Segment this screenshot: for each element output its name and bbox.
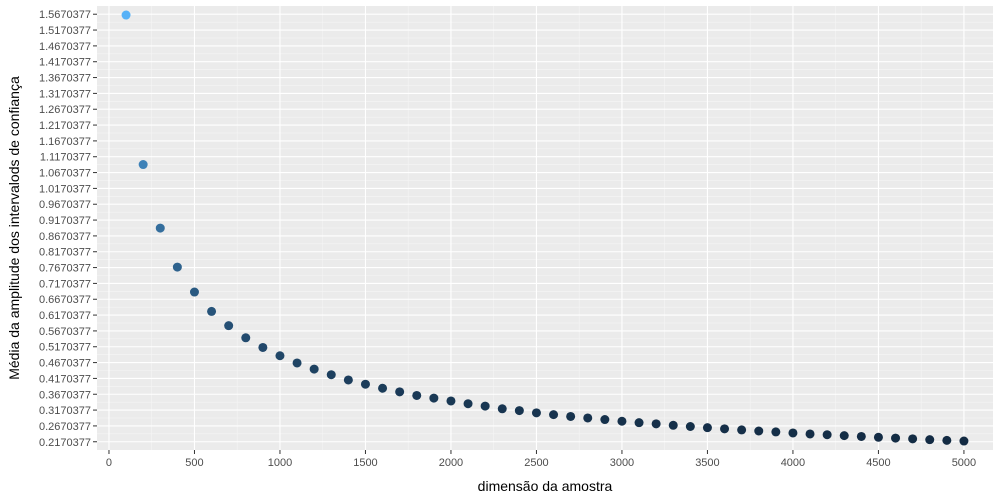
y-tick-label: 1.4170377 bbox=[39, 57, 91, 69]
data-point bbox=[189, 287, 199, 297]
data-point bbox=[343, 375, 353, 385]
x-tick-label: 3000 bbox=[610, 457, 634, 469]
data-point bbox=[360, 379, 370, 389]
y-tick-label: 0.6670377 bbox=[39, 294, 91, 306]
x-tick-label: 3500 bbox=[695, 457, 719, 469]
data-point bbox=[531, 408, 541, 418]
data-point bbox=[771, 427, 781, 437]
x-tick-label: 500 bbox=[185, 457, 203, 469]
x-tick-label: 2000 bbox=[439, 457, 463, 469]
data-point bbox=[497, 404, 507, 414]
data-point bbox=[839, 431, 849, 441]
data-point bbox=[737, 425, 747, 435]
data-point bbox=[429, 393, 439, 403]
data-point bbox=[412, 390, 422, 400]
y-tick-label: 0.8170377 bbox=[39, 247, 91, 259]
data-point bbox=[172, 262, 182, 272]
data-point bbox=[805, 429, 815, 439]
y-tick-label: 0.4670377 bbox=[39, 358, 91, 370]
y-tick-label: 0.7670377 bbox=[39, 263, 91, 275]
data-point bbox=[121, 10, 131, 20]
y-tick-label: 1.5670377 bbox=[39, 9, 91, 21]
data-point bbox=[514, 406, 524, 416]
y-axis-title: Média da amplitude dos intervalods de co… bbox=[6, 76, 22, 380]
y-tick-label: 1.0170377 bbox=[39, 183, 91, 195]
data-point bbox=[309, 364, 319, 374]
y-tick-label: 1.3170377 bbox=[39, 88, 91, 100]
data-point bbox=[155, 223, 165, 233]
data-point bbox=[480, 401, 490, 411]
data-point bbox=[651, 419, 661, 429]
data-point bbox=[292, 358, 302, 368]
data-point bbox=[720, 424, 730, 434]
data-point bbox=[754, 426, 764, 436]
data-point bbox=[702, 423, 712, 433]
data-point bbox=[908, 434, 918, 444]
y-axis: 0.2170377 0.2670377 0.3170377 0.3670377 0.41… bbox=[39, 9, 97, 449]
y-tick-label: 0.7170377 bbox=[39, 278, 91, 290]
y-tick-label: 0.8670377 bbox=[39, 231, 91, 243]
data-point bbox=[583, 413, 593, 423]
data-point bbox=[549, 410, 559, 420]
data-points bbox=[121, 10, 969, 446]
data-point bbox=[925, 435, 935, 445]
data-point bbox=[241, 333, 251, 343]
data-point bbox=[891, 433, 901, 443]
data-point bbox=[326, 370, 336, 380]
data-point bbox=[873, 432, 883, 442]
x-axis-title: dimensão da amostra bbox=[478, 478, 613, 494]
y-tick-label: 1.0670377 bbox=[39, 168, 91, 180]
y-tick-label: 1.2170377 bbox=[39, 120, 91, 132]
x-tick-label: 5000 bbox=[952, 457, 976, 469]
data-point bbox=[275, 351, 285, 361]
y-tick-label: 0.9170377 bbox=[39, 215, 91, 227]
data-point bbox=[685, 422, 695, 432]
y-tick-label: 1.1670377 bbox=[39, 136, 91, 148]
y-tick-label: 0.3670377 bbox=[39, 389, 91, 401]
data-point bbox=[224, 321, 234, 331]
y-tick-label: 0.3170377 bbox=[39, 405, 91, 417]
x-tick-label: 4000 bbox=[781, 457, 805, 469]
data-point bbox=[446, 396, 456, 406]
y-tick-label: 1.1170377 bbox=[40, 152, 91, 164]
y-tick-label: 0.5170377 bbox=[39, 342, 91, 354]
data-point bbox=[600, 415, 610, 425]
x-tick-label: 1500 bbox=[353, 457, 377, 469]
y-tick-label: 1.4670377 bbox=[39, 41, 91, 53]
y-tick-label: 0.2170377 bbox=[39, 437, 91, 449]
x-tick-label: 1000 bbox=[268, 457, 292, 469]
y-tick-label: 1.5170377 bbox=[39, 25, 91, 37]
y-tick-label: 1.2670377 bbox=[39, 104, 91, 116]
data-point bbox=[378, 383, 388, 393]
data-point bbox=[788, 428, 798, 438]
data-point bbox=[822, 430, 832, 440]
y-tick-label: 0.2670377 bbox=[39, 421, 91, 433]
y-tick-label: 0.9670377 bbox=[39, 199, 91, 211]
data-point bbox=[463, 399, 473, 409]
grid-major bbox=[97, 6, 993, 450]
x-tick-label: 0 bbox=[106, 457, 112, 469]
x-tick-label: 4500 bbox=[866, 457, 890, 469]
data-point bbox=[207, 306, 217, 316]
data-point bbox=[856, 431, 866, 441]
y-tick-label: 0.5670377 bbox=[39, 326, 91, 338]
data-point bbox=[395, 387, 405, 397]
x-tick-label: 2500 bbox=[524, 457, 548, 469]
data-point bbox=[634, 418, 644, 428]
x-axis: 0 500 1000 1500 2000 2500 3000 3500 4000 4500 5000 bbox=[106, 450, 976, 469]
data-point bbox=[258, 342, 268, 352]
data-point bbox=[668, 420, 678, 430]
y-tick-label: 1.3670377 bbox=[39, 73, 91, 85]
y-tick-label: 0.4170377 bbox=[39, 373, 91, 385]
data-point bbox=[138, 160, 148, 170]
data-point bbox=[617, 416, 627, 426]
data-point bbox=[959, 436, 969, 446]
y-tick-label: 0.6170377 bbox=[39, 310, 91, 322]
data-point bbox=[942, 435, 952, 445]
data-point bbox=[566, 411, 576, 421]
